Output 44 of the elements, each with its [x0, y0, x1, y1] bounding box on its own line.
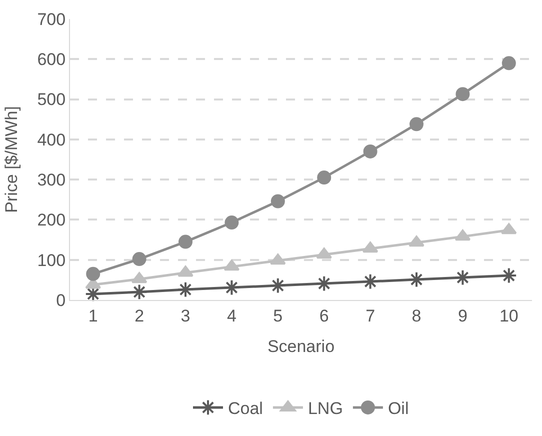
x-tick-label: 7 — [366, 306, 376, 326]
y-tick-label: 300 — [37, 170, 66, 190]
point — [500, 267, 518, 284]
point — [177, 281, 194, 298]
legend-label: LNG — [308, 399, 343, 418]
point — [456, 87, 470, 102]
point — [86, 266, 100, 281]
legend-label: Coal — [228, 399, 263, 418]
x-tick-label: 3 — [180, 306, 190, 326]
point — [408, 236, 424, 247]
x-tick-label: 1 — [88, 306, 98, 326]
y-axis-title: Price [$/MWh] — [2, 106, 21, 213]
point — [454, 269, 471, 286]
point — [408, 271, 425, 288]
point — [270, 194, 285, 208]
point — [362, 273, 378, 290]
y-tick-label: 700 — [37, 10, 66, 29]
y-tick-label: 600 — [37, 50, 66, 70]
point — [224, 279, 240, 296]
y-tick-label: 200 — [37, 210, 66, 230]
x-tick-label: 10 — [499, 306, 518, 326]
y-tick-label: 0 — [56, 290, 66, 310]
point — [502, 56, 516, 70]
point — [316, 275, 332, 292]
point — [410, 117, 424, 132]
x-tick-label: 5 — [273, 306, 283, 326]
x-tick-label: 2 — [134, 306, 144, 326]
point — [131, 284, 148, 300]
point — [317, 170, 332, 185]
x-tick-label: 9 — [458, 306, 468, 326]
x-tick-label: 4 — [226, 306, 236, 326]
y-tick-label: 400 — [37, 130, 66, 150]
legend-label: Oil — [388, 399, 409, 418]
point — [270, 277, 286, 294]
y-tick-label: 100 — [37, 250, 66, 270]
point — [363, 144, 378, 158]
point — [178, 266, 194, 277]
y-tick-label: 500 — [37, 90, 66, 110]
x-tick-label: 6 — [319, 306, 329, 326]
x-tick-label: 8 — [412, 306, 422, 326]
point — [132, 252, 146, 266]
point — [224, 216, 239, 230]
point — [178, 234, 192, 249]
x-axis-title: Scenario — [267, 336, 335, 356]
